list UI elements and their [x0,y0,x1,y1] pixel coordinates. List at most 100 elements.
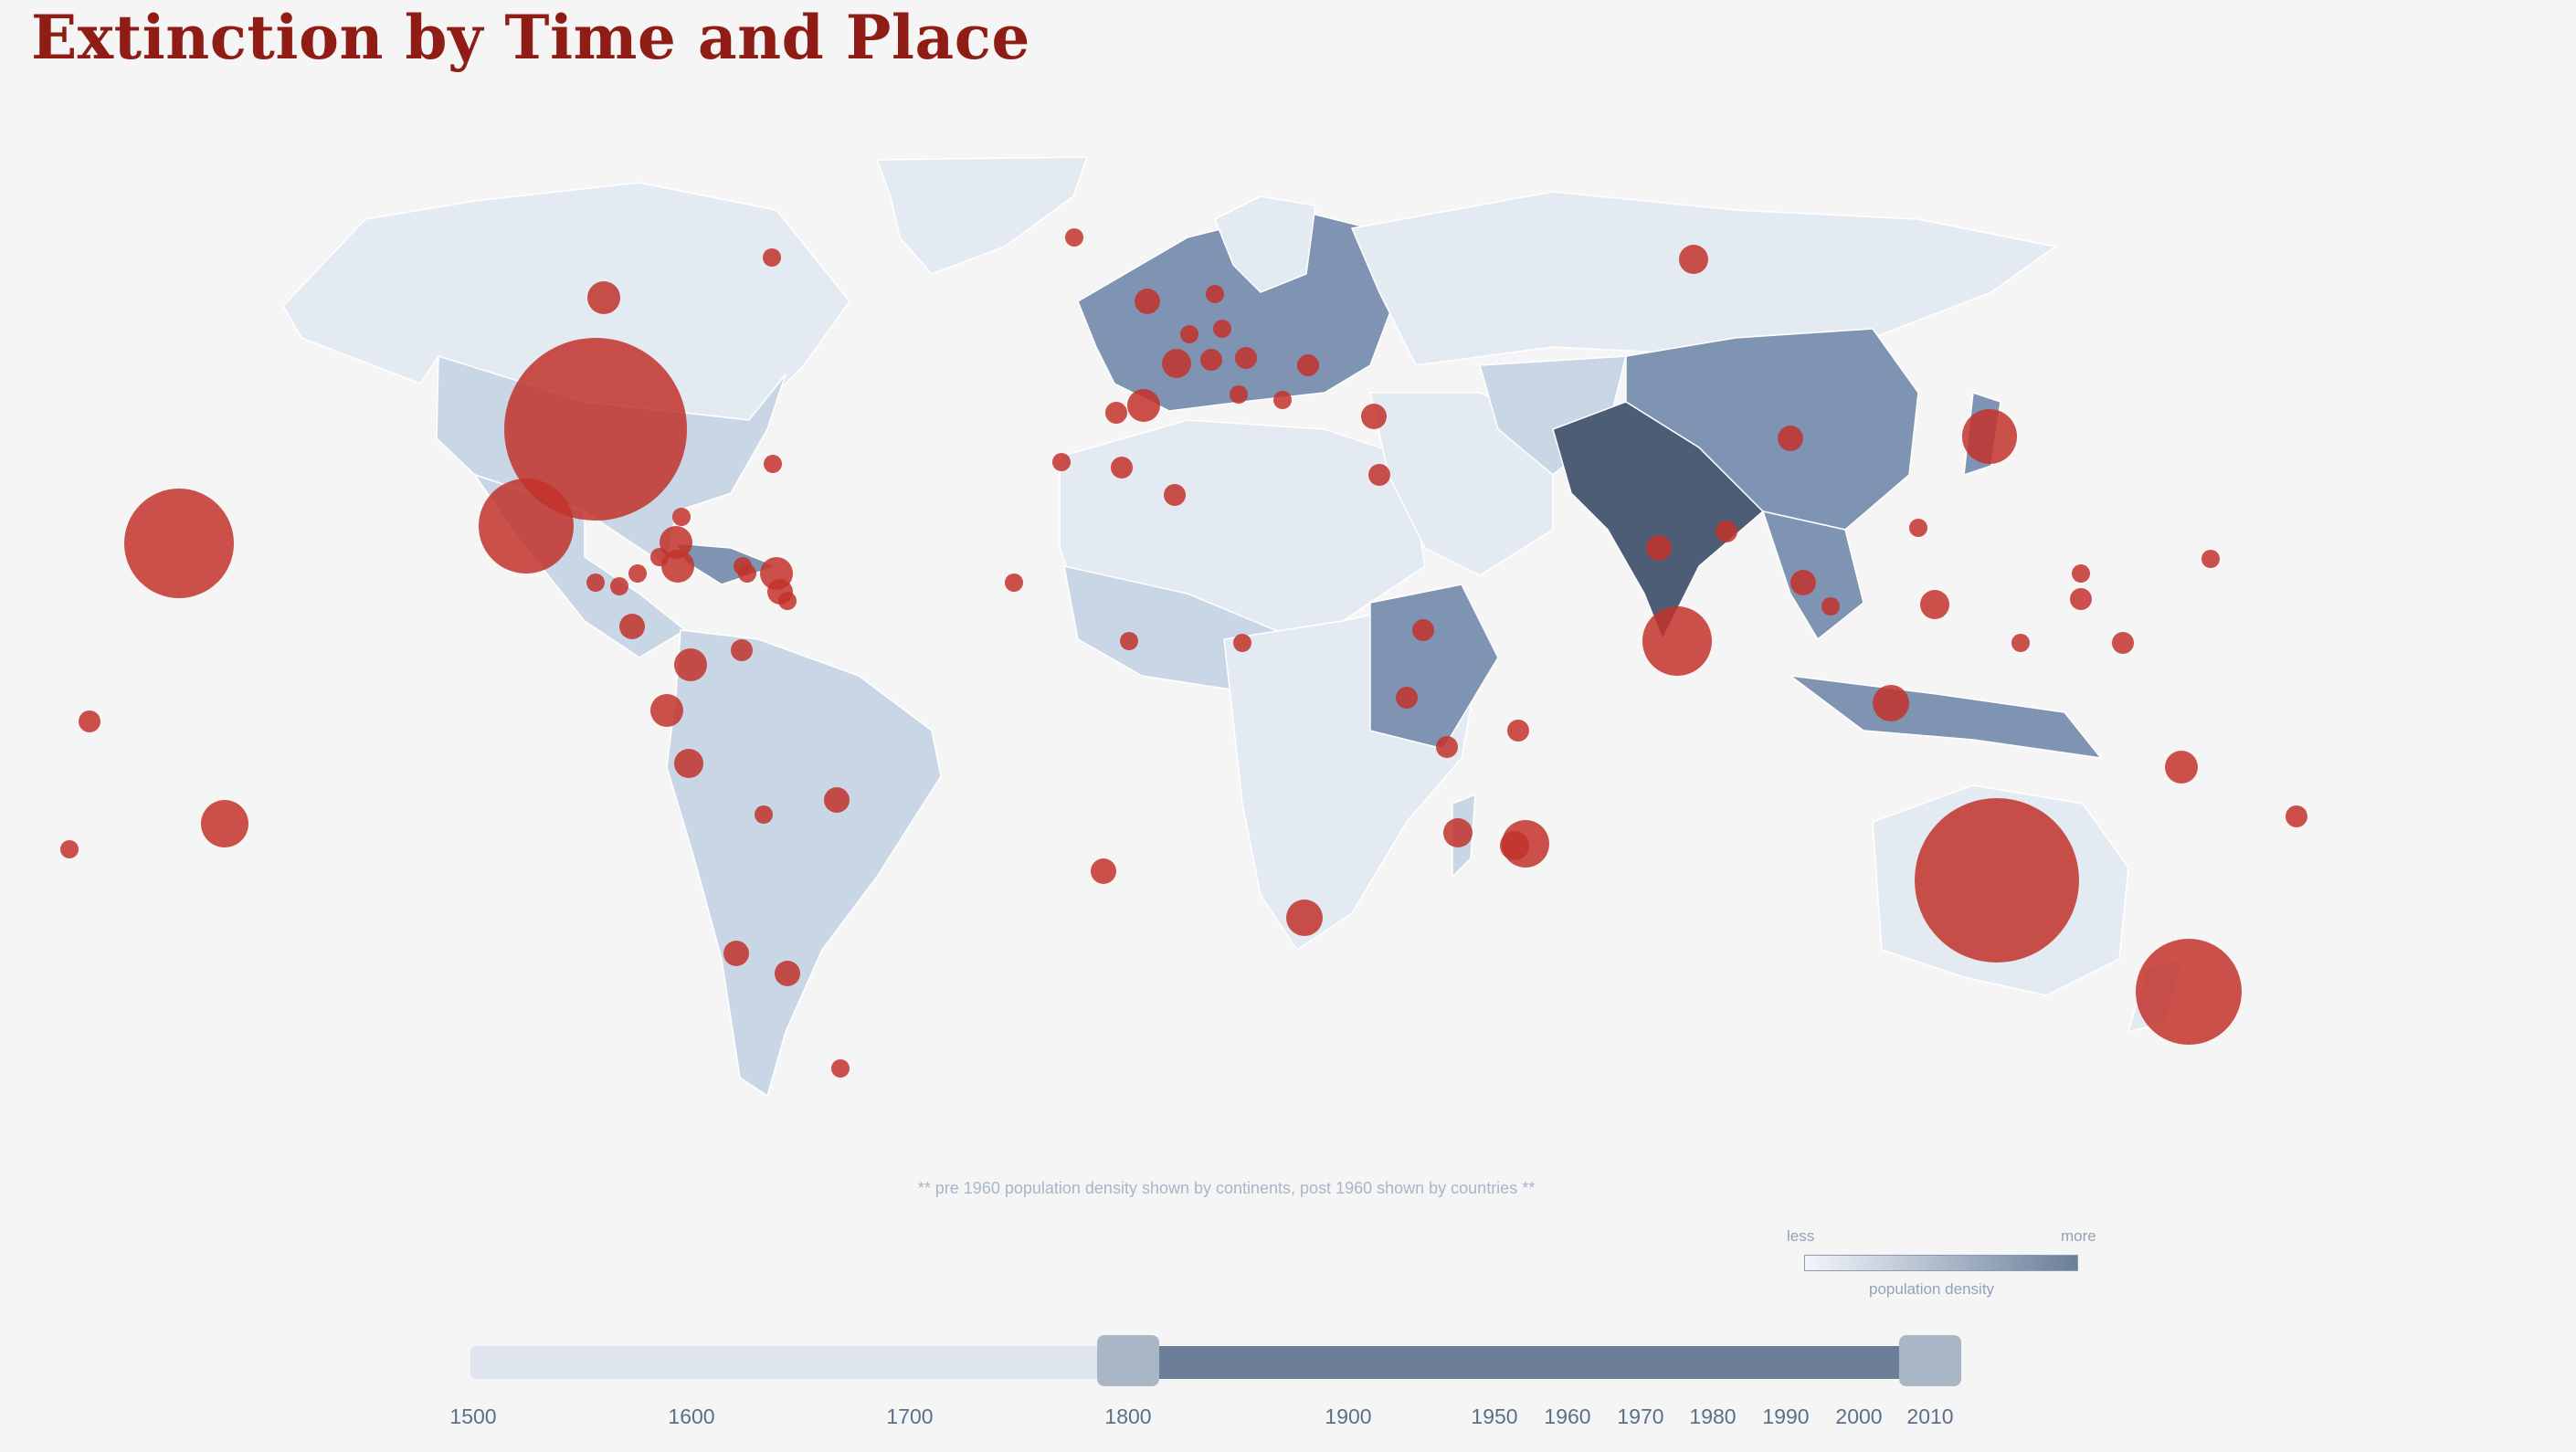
slider-selected-range [1128,1346,1930,1379]
extinction-marker[interactable] [1200,349,1222,371]
extinction-marker[interactable] [674,648,707,681]
region-greenland [875,156,1089,275]
extinction-marker[interactable] [2011,634,2030,652]
extinction-marker[interactable] [1105,402,1127,424]
region-south-america [666,629,942,1098]
extinction-marker[interactable] [1778,426,1803,451]
legend-less-label: less [1787,1227,1815,1245]
extinction-marker[interactable] [479,479,574,573]
extinction-marker[interactable] [1005,573,1023,592]
extinction-marker[interactable] [1412,619,1434,641]
extinction-marker[interactable] [2112,632,2134,654]
extinction-marker[interactable] [1297,354,1319,376]
year-tick-label: 2010 [1906,1405,1954,1428]
extinction-marker[interactable] [1716,521,1737,542]
extinction-marker[interactable] [1436,736,1458,758]
extinction-marker[interactable] [1233,634,1251,652]
extinction-marker[interactable] [1135,289,1160,314]
extinction-marker[interactable] [660,526,692,559]
extinction-marker[interactable] [1507,720,1529,742]
extinction-marker[interactable] [1286,900,1323,936]
extinction-marker[interactable] [674,749,703,778]
extinction-marker[interactable] [1646,535,1672,561]
year-tick-label: 1500 [449,1405,497,1428]
extinction-marker[interactable] [1821,597,1840,616]
extinction-marker[interactable] [586,573,605,592]
extinction-marker[interactable] [1396,687,1418,709]
region-china [1625,328,1919,531]
legend-more-label: more [2061,1227,2096,1245]
extinction-marker[interactable] [1909,519,1927,537]
extinction-marker[interactable] [723,941,749,966]
extinction-marker[interactable] [1162,349,1191,378]
extinction-marker[interactable] [2286,805,2307,827]
extinction-marker[interactable] [1790,570,1816,595]
extinction-marker[interactable] [1230,385,1248,404]
year-tick-label: 1800 [1104,1405,1152,1428]
region-east-africa [1369,584,1499,750]
extinction-marker[interactable] [587,281,620,314]
extinction-marker[interactable] [1111,457,1133,479]
extinction-marker[interactable] [2201,550,2220,568]
extinction-marker[interactable] [60,840,79,858]
extinction-marker[interactable] [1120,632,1138,650]
year-tick-label: 1950 [1471,1405,1518,1428]
extinction-marker[interactable] [1962,409,2017,464]
slider-start-handle[interactable] [1097,1335,1159,1386]
land-layer [282,156,2185,1098]
year-tick-label: 1600 [668,1405,715,1428]
extinction-marker[interactable] [628,564,647,583]
year-tick-label: 2000 [1835,1405,1883,1428]
extinction-marker[interactable] [824,787,850,813]
extinction-marker[interactable] [755,805,773,824]
extinction-marker[interactable] [831,1059,850,1078]
extinction-marker[interactable] [731,639,753,661]
extinction-marker[interactable] [1127,389,1160,422]
extinction-marker[interactable] [1164,484,1186,506]
extinction-marker[interactable] [738,564,756,583]
extinction-marker[interactable] [1052,453,1071,471]
extinction-marker[interactable] [1206,285,1224,303]
extinction-marker[interactable] [2070,588,2092,610]
legend-caption: population density [1869,1280,1995,1298]
extinction-marker[interactable] [1368,464,1390,486]
extinction-marker[interactable] [661,550,694,583]
extinction-marker[interactable] [763,248,781,267]
extinction-marker[interactable] [2072,564,2090,583]
extinction-markers [60,228,2307,1078]
extinction-marker[interactable] [619,614,645,639]
extinction-marker[interactable] [79,710,100,732]
extinction-marker[interactable] [1642,606,1712,676]
extinction-marker[interactable] [2136,939,2242,1045]
year-range-slider[interactable] [470,1335,1961,1386]
extinction-marker[interactable] [1091,858,1116,884]
extinction-marker[interactable] [124,489,234,598]
extinction-marker[interactable] [650,694,683,727]
extinction-marker[interactable] [672,508,691,526]
extinction-marker[interactable] [1873,685,1909,721]
extinction-marker[interactable] [1065,228,1083,247]
extinction-marker[interactable] [504,338,687,521]
extinction-marker[interactable] [1920,590,1949,619]
extinction-marker[interactable] [650,548,669,566]
extinction-marker[interactable] [1273,391,1292,409]
extinction-marker[interactable] [764,455,782,473]
extinction-marker[interactable] [775,961,800,986]
extinction-marker[interactable] [1679,245,1708,274]
year-tick-label: 1970 [1617,1405,1664,1428]
extinction-marker[interactable] [1502,820,1549,868]
slider-end-handle[interactable] [1899,1335,1961,1386]
extinction-marker[interactable] [610,577,628,595]
year-tick-label: 1980 [1689,1405,1737,1428]
extinction-marker[interactable] [778,592,797,610]
extinction-marker[interactable] [1361,404,1387,429]
extinction-marker[interactable] [1180,325,1198,343]
extinction-marker[interactable] [201,800,248,847]
extinction-marker[interactable] [1213,320,1231,338]
extinction-marker[interactable] [1915,798,2079,963]
legend-gradient-bar [1804,1255,2078,1271]
extinction-marker[interactable] [1443,818,1473,847]
extinction-marker[interactable] [2165,751,2198,784]
extinction-marker[interactable] [1235,347,1257,369]
